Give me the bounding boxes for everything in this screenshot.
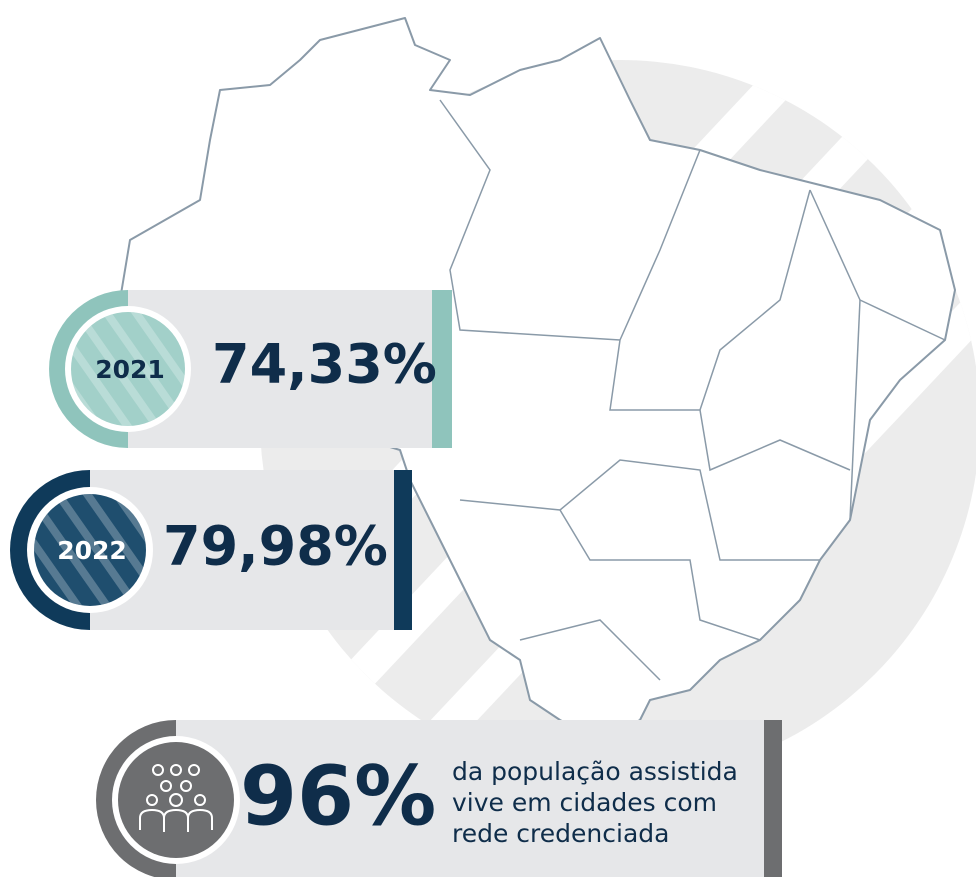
card-bar [432, 290, 452, 448]
year: 2022 [57, 536, 127, 565]
percentage: 79,98% [163, 515, 388, 578]
year: 2021 [95, 355, 165, 384]
description-line: da população assistida [452, 757, 738, 786]
card-2022: 2022 79,98% [10, 470, 412, 630]
badge-hatch [34, 494, 146, 606]
description-line: vive em cidades com [452, 788, 717, 817]
people-icon [139, 764, 213, 832]
badge-hatch [71, 312, 185, 426]
icon-badge [118, 742, 234, 858]
map-borders [439, 99, 946, 681]
card-2021: 2021 74,33% [49, 290, 452, 448]
card-bar [394, 470, 412, 630]
card-bg [176, 720, 782, 877]
card-population: 96% da população assistida vive em cidad… [96, 720, 782, 877]
description-line: rede credenciada [452, 819, 669, 848]
card-bar [764, 720, 782, 877]
percentage: 74,33% [212, 333, 437, 396]
percentage: 96% [240, 749, 436, 844]
